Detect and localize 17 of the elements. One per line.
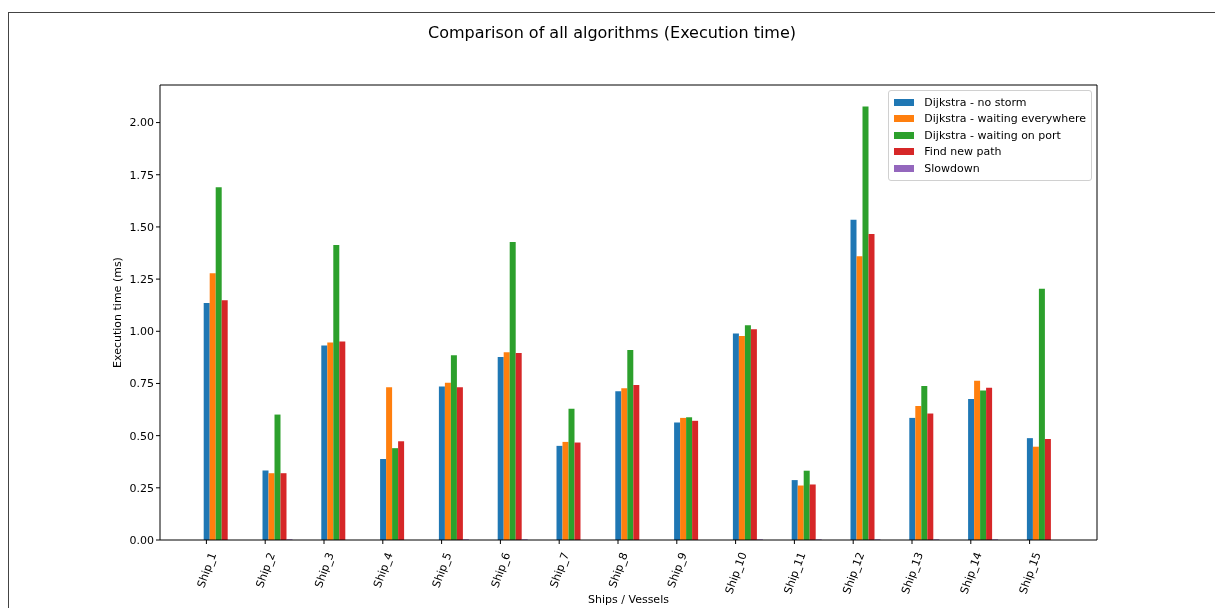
y-tick-label: 1.00 [129, 325, 154, 339]
x-axis-title: Ships / Vessels [588, 593, 670, 606]
legend-label: Slowdown [924, 161, 980, 175]
y-tick-label: 1.25 [129, 273, 154, 287]
y-tick-label: 2.00 [129, 116, 154, 130]
y-tick-label: 0.00 [129, 533, 154, 547]
y-axis-title: Execution time (ms) [110, 257, 124, 368]
y-tick-label: 0.50 [129, 429, 154, 443]
legend-label: Dijkstra - waiting everywhere [924, 112, 1086, 126]
legend-label: Dijkstra - no storm [924, 95, 1027, 109]
y-tick-label: 1.50 [129, 220, 154, 234]
legend-label: Dijkstra - waiting on port [924, 128, 1061, 142]
legend-label: Find new path [924, 145, 1002, 159]
y-tick-label: 0.25 [129, 481, 154, 495]
chart-title: Comparison of all algorithms (Execution time) [426, 23, 797, 43]
y-tick-label: 1.75 [129, 168, 154, 182]
y-tick-label: 0.75 [129, 377, 154, 391]
